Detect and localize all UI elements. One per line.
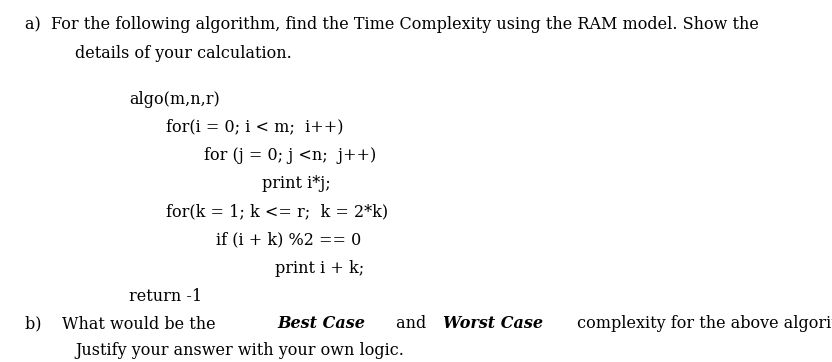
Text: return -1: return -1 (129, 288, 202, 305)
Text: if (i + k) %2 == 0: if (i + k) %2 == 0 (216, 232, 362, 249)
Text: print i*j;: print i*j; (262, 175, 331, 192)
Text: details of your calculation.: details of your calculation. (75, 45, 292, 62)
Text: for (j = 0; j <n;  j++): for (j = 0; j <n; j++) (204, 147, 376, 164)
Text: b)    What would be the: b) What would be the (25, 315, 220, 332)
Text: a)  For the following algorithm, find the Time Complexity using the RAM model. S: a) For the following algorithm, find the… (25, 16, 759, 33)
Text: and: and (391, 315, 431, 332)
Text: print i + k;: print i + k; (275, 260, 364, 277)
Text: algo(m,n,r): algo(m,n,r) (129, 90, 220, 108)
Text: Best Case: Best Case (278, 315, 365, 332)
Text: for(i = 0; i < m;  i++): for(i = 0; i < m; i++) (166, 119, 344, 136)
Text: complexity for the above algorithm?: complexity for the above algorithm? (572, 315, 832, 332)
Text: Justify your answer with your own logic.: Justify your answer with your own logic. (75, 342, 404, 359)
Text: Worst Case: Worst Case (443, 315, 543, 332)
Text: for(k = 1; k <= r;  k = 2*k): for(k = 1; k <= r; k = 2*k) (166, 203, 389, 220)
